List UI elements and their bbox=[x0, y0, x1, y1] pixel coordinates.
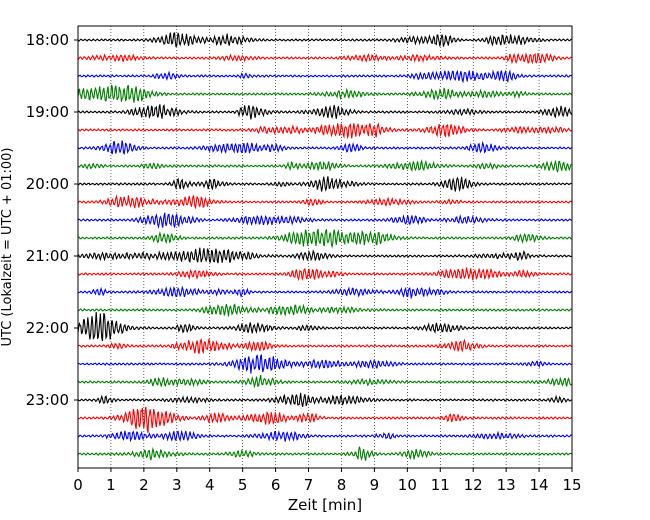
y-tick-label: 18:00 bbox=[26, 31, 69, 49]
x-tick-label: 1 bbox=[106, 476, 116, 494]
trace-line bbox=[77, 446, 572, 462]
trace-line bbox=[77, 104, 573, 120]
trace-line bbox=[77, 247, 572, 264]
x-tick-label: 8 bbox=[337, 476, 347, 494]
trace-line bbox=[77, 303, 572, 317]
trace-line bbox=[77, 176, 572, 193]
x-tick-label: 11 bbox=[431, 476, 450, 494]
trace-line bbox=[77, 228, 572, 249]
trace-line bbox=[77, 337, 572, 354]
trace-line bbox=[77, 311, 572, 342]
trace-line bbox=[77, 194, 572, 210]
x-tick-label: 0 bbox=[73, 476, 83, 494]
trace-line bbox=[77, 122, 572, 140]
y-tick-label: 19:00 bbox=[26, 103, 69, 121]
x-tick-label: 3 bbox=[172, 476, 182, 494]
trace-line bbox=[77, 429, 572, 443]
y-axis-ticks: 18:00 19:00 20:00 21:00 22:00 23:00 bbox=[26, 31, 78, 409]
seismic-traces bbox=[77, 32, 573, 462]
y-tick-label: 23:00 bbox=[26, 391, 69, 409]
x-tick-label: 10 bbox=[398, 476, 417, 494]
x-tick-label: 4 bbox=[205, 476, 215, 494]
x-tick-label: 12 bbox=[464, 476, 483, 494]
plot-frame bbox=[77, 25, 573, 469]
y-axis-label: UTC (Lokalzeit = UTC + 01:00) bbox=[0, 148, 15, 347]
trace-line bbox=[77, 69, 572, 84]
x-tick-label: 9 bbox=[370, 476, 380, 494]
x-tick-label: 6 bbox=[271, 476, 281, 494]
trace-line bbox=[77, 212, 572, 229]
trace-line bbox=[77, 140, 572, 156]
x-tick-label: 7 bbox=[304, 476, 314, 494]
y-tick-label: 20:00 bbox=[26, 175, 69, 193]
x-tick-label: 5 bbox=[238, 476, 248, 494]
y-tick-label: 21:00 bbox=[26, 247, 69, 265]
trace-line bbox=[77, 84, 572, 103]
trace-line bbox=[77, 267, 572, 282]
x-tick-label: 14 bbox=[530, 476, 549, 494]
x-tick-label: 15 bbox=[562, 476, 581, 494]
trace-line bbox=[77, 32, 572, 48]
x-tick-label: 13 bbox=[497, 476, 516, 494]
x-axis-label: Zeit [min] bbox=[288, 496, 362, 514]
y-tick-label: 22:00 bbox=[26, 319, 69, 337]
plot-background bbox=[78, 26, 572, 468]
x-axis-ticks: 0 1 2 3 4 5 6 7 8 9 10 11 12 13 14 15 bbox=[73, 468, 582, 494]
trace-line bbox=[77, 392, 572, 407]
trace-line bbox=[77, 52, 572, 65]
trace-line bbox=[77, 406, 572, 433]
x-tick-label: 2 bbox=[139, 476, 149, 494]
trace-line bbox=[77, 159, 572, 173]
trace-line bbox=[77, 354, 572, 374]
trace-line bbox=[77, 285, 572, 300]
trace-line bbox=[77, 374, 572, 389]
